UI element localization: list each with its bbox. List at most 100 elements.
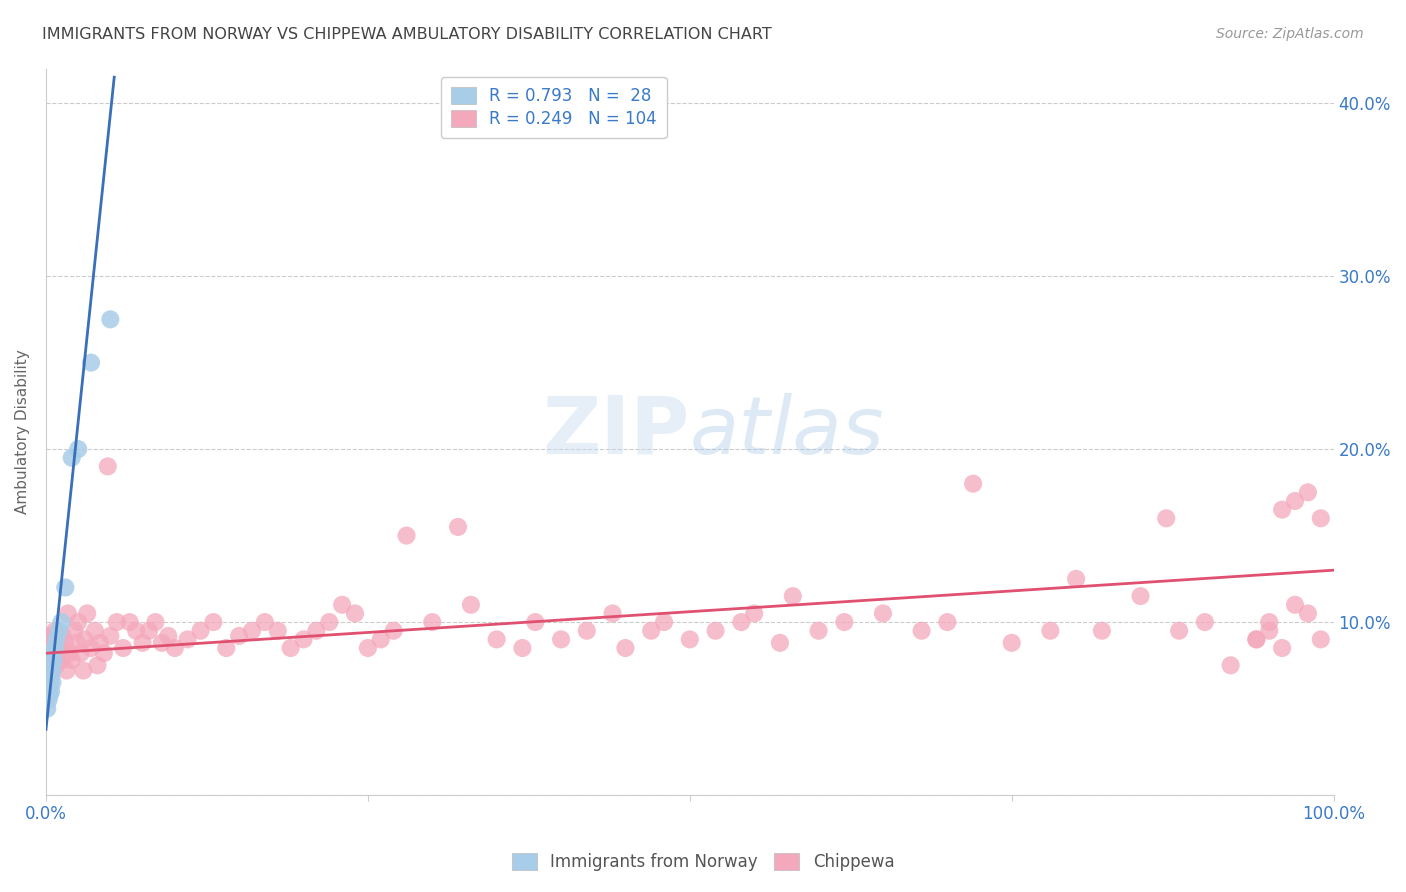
Point [485, 632, 508, 647]
Point [769, 636, 792, 650]
Point [51, 653, 73, 667]
Point [679, 632, 702, 647]
Point [44, 624, 66, 638]
Point [834, 615, 856, 629]
Text: IMMIGRANTS FROM NORWAY VS CHIPPEWA AMBULATORY DISABILITY CORRELATION CHART: IMMIGRANTS FROM NORWAY VS CHIPPEWA AMBUL… [42, 27, 772, 42]
Point [38, 649, 60, 664]
Point [46, 646, 69, 660]
Point [45, 658, 67, 673]
Point [60, 450, 83, 465]
Point [936, 615, 959, 629]
Point [163, 640, 186, 655]
Point [253, 615, 276, 629]
Point [382, 624, 405, 638]
Point [60, 653, 83, 667]
Point [202, 615, 225, 629]
Point [807, 624, 830, 638]
Point [42, 636, 65, 650]
Point [38, 658, 60, 673]
Point [51, 615, 73, 629]
Point [42, 653, 65, 667]
Point [1194, 615, 1216, 629]
Point [292, 632, 315, 647]
Point [1284, 494, 1306, 508]
Point [41, 649, 63, 664]
Point [1064, 572, 1087, 586]
Point [48, 632, 70, 647]
Point [38, 688, 60, 702]
Point [49, 640, 72, 655]
Point [550, 632, 572, 647]
Point [72, 664, 94, 678]
Point [1001, 636, 1024, 650]
Point [58, 646, 80, 660]
Point [652, 615, 675, 629]
Text: ZIP: ZIP [543, 392, 690, 471]
Point [56, 607, 79, 621]
Point [37, 667, 59, 681]
Point [118, 615, 141, 629]
Point [524, 615, 547, 629]
Point [39, 670, 62, 684]
Point [66, 636, 89, 650]
Point [38, 632, 60, 647]
Point [1246, 632, 1268, 647]
Point [37, 675, 59, 690]
Point [125, 624, 148, 638]
Point [39, 646, 62, 660]
Point [131, 636, 153, 650]
Point [1258, 615, 1281, 629]
Point [44, 640, 66, 655]
Point [240, 624, 263, 638]
Point [357, 640, 380, 655]
Point [267, 624, 290, 638]
Point [305, 624, 328, 638]
Point [614, 640, 637, 655]
Point [395, 528, 418, 542]
Point [38, 664, 60, 678]
Point [1296, 607, 1319, 621]
Point [962, 476, 984, 491]
Point [370, 632, 392, 647]
Point [80, 355, 103, 369]
Point [190, 624, 212, 638]
Point [1129, 589, 1152, 603]
Point [420, 615, 443, 629]
Point [782, 589, 804, 603]
Point [447, 520, 470, 534]
Point [48, 624, 70, 638]
Legend: R = 0.793   N =  28, R = 0.249   N = 104: R = 0.793 N = 28, R = 0.249 N = 104 [440, 77, 666, 138]
Point [93, 646, 115, 660]
Point [176, 632, 198, 647]
Point [67, 442, 90, 456]
Point [1309, 632, 1331, 647]
Point [83, 624, 105, 638]
Point [730, 615, 752, 629]
Point [228, 629, 250, 643]
Point [318, 615, 340, 629]
Point [52, 629, 75, 643]
Point [157, 629, 180, 643]
Point [512, 640, 534, 655]
Point [76, 607, 98, 621]
Point [138, 624, 160, 638]
Point [80, 640, 103, 655]
Point [215, 640, 238, 655]
Point [1309, 511, 1331, 525]
Point [38, 675, 60, 690]
Text: atlas: atlas [690, 392, 884, 471]
Point [460, 598, 482, 612]
Point [69, 646, 91, 660]
Point [602, 607, 624, 621]
Point [89, 636, 111, 650]
Point [37, 684, 59, 698]
Point [150, 636, 173, 650]
Point [38, 681, 60, 695]
Point [1271, 640, 1294, 655]
Point [872, 607, 894, 621]
Point [41, 675, 63, 690]
Point [145, 615, 167, 629]
Y-axis label: Ambulatory Disability: Ambulatory Disability [15, 350, 30, 514]
Legend: Immigrants from Norway, Chippewa: Immigrants from Norway, Chippewa [503, 845, 903, 880]
Point [1091, 624, 1114, 638]
